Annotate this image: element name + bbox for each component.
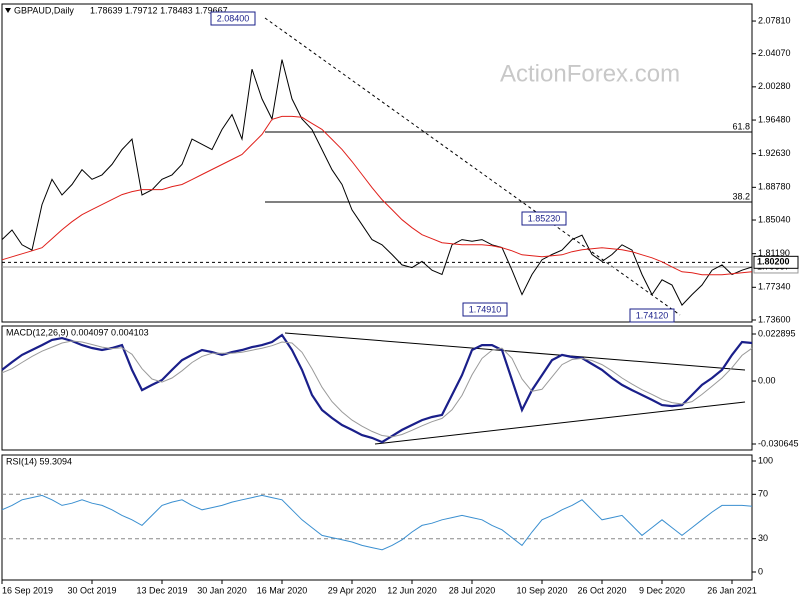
- x-tick-label: 16 Sep 2019: [2, 585, 53, 595]
- series-line: [1, 494, 753, 551]
- price-annotation-box: [521, 211, 567, 226]
- x-tick-label: 29 Apr 2020: [328, 585, 377, 595]
- x-tick-label: 28 Jul 2020: [449, 585, 496, 595]
- y-tick-label: 0.00: [758, 375, 776, 385]
- y-tick-label: 1.88780: [758, 182, 791, 192]
- y-tick-label: 2.04070: [758, 48, 791, 58]
- level-box: [753, 255, 799, 269]
- price-annotation: 1.74120: [636, 310, 669, 320]
- trend-line: [264, 17, 681, 316]
- price-annotation-box: [462, 302, 508, 317]
- fib-label: 38.2: [732, 191, 750, 201]
- macd-trend-line: [374, 401, 746, 445]
- price-panel: [1, 3, 753, 323]
- watermark: ActionForex.com: [500, 60, 680, 87]
- rsi-panel: [1, 454, 753, 581]
- macd-title: MACD(12,26,9) 0.004097 0.004103: [6, 327, 149, 337]
- macd-panel: [1, 325, 753, 451]
- y-tick-label: 1.85040: [758, 214, 791, 224]
- header-icon: [5, 8, 11, 13]
- y-tick-label: 1.96480: [758, 114, 791, 124]
- y-tick-label: 1.77340: [758, 282, 791, 292]
- series-line: [1, 115, 753, 276]
- y-tick-label: 2.00280: [758, 81, 791, 91]
- y-tick-label: 0.022895: [758, 328, 796, 338]
- x-tick-label: 30 Jan 2020: [197, 585, 247, 595]
- y-tick-label: 100: [758, 455, 773, 465]
- price-ohlc: 1.78639 1.79712 1.78483 1.79667: [90, 5, 228, 15]
- series-line: [1, 333, 753, 444]
- level-label: 1.80200: [757, 257, 790, 267]
- fib-label: 61.8: [732, 121, 750, 131]
- x-tick-label: 9 Dec 2020: [639, 585, 685, 595]
- price-annotation: 1.74910: [469, 304, 502, 314]
- y-tick-label: 0: [758, 566, 763, 576]
- y-tick-label: 1.73600: [758, 314, 791, 324]
- x-tick-label: 12 Jun 2020: [387, 585, 437, 595]
- y-tick-label: 1.81190: [758, 248, 790, 258]
- price-annotation-box: [210, 11, 256, 26]
- x-tick-label: 30 Oct 2019: [67, 585, 116, 595]
- x-tick-label: 26 Jan 2021: [707, 585, 757, 595]
- y-tick-label: 70: [758, 489, 768, 499]
- price-annotation: 2.08400: [217, 13, 250, 23]
- price-annotation-box: [629, 308, 675, 323]
- rsi-title: RSI(14) 59.3094: [6, 456, 72, 466]
- macd-trend-line: [284, 332, 746, 371]
- y-tick-label: -0.030645: [758, 438, 799, 448]
- y-tick-label: 1.92630: [758, 148, 791, 158]
- x-tick-label: 13 Dec 2019: [136, 585, 187, 595]
- y-tick-label: 30: [758, 533, 768, 543]
- x-tick-label: 16 Mar 2020: [257, 585, 308, 595]
- series-line: [1, 59, 753, 306]
- price-annotation: 1.85230: [528, 213, 561, 223]
- price-title: GBPAUD,Daily: [14, 5, 74, 15]
- y-tick-label: 2.07810: [758, 15, 791, 25]
- x-tick-label: 10 Sep 2020: [516, 585, 567, 595]
- x-tick-label: 26 Oct 2020: [577, 585, 626, 595]
- series-line: [1, 340, 753, 438]
